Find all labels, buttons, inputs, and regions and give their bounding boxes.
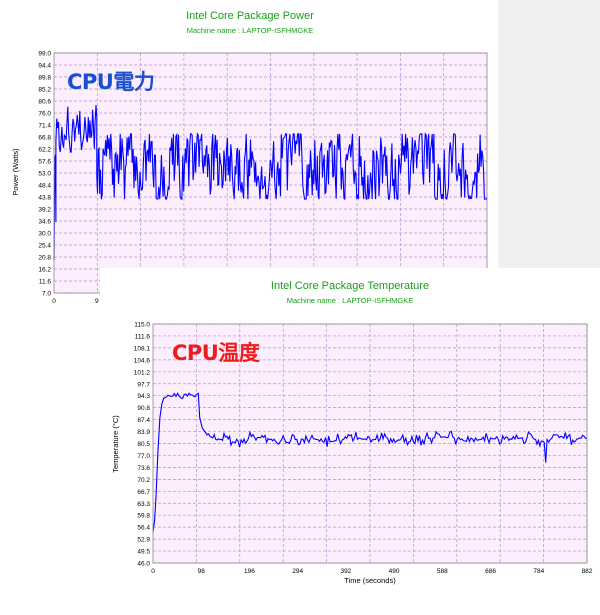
y-tick-label: 71.4 bbox=[38, 123, 51, 130]
y-tick-label: 73.6 bbox=[137, 465, 150, 472]
y-tick-label: 76.0 bbox=[38, 111, 51, 118]
temperature-overlay-label: CPU温度 bbox=[172, 341, 260, 365]
power-overlay-label: CPU電力 bbox=[67, 70, 155, 94]
y-tick-label: 53.0 bbox=[38, 171, 51, 178]
background-strip bbox=[486, 0, 600, 268]
y-tick-label: 111.6 bbox=[135, 333, 151, 340]
power-series-line bbox=[53, 105, 488, 260]
y-tick-label: 87.4 bbox=[137, 417, 150, 424]
y-tick-label: 56.4 bbox=[137, 525, 150, 532]
temperature-chart-title: Intel Core Package Temperature bbox=[271, 280, 429, 292]
y-tick-label: 94.4 bbox=[38, 63, 51, 70]
y-tick-label: 49.5 bbox=[137, 549, 150, 556]
temperature-chart-panel: Intel Core Package Temperature Machine n… bbox=[100, 268, 600, 610]
temperature-x-axis-label: Time (seconds) bbox=[344, 576, 396, 585]
x-tick-label: 0 bbox=[151, 568, 155, 575]
temperature-series-line bbox=[152, 392, 587, 532]
y-tick-label: 104.6 bbox=[134, 357, 151, 364]
y-tick-label: 46.0 bbox=[137, 561, 150, 568]
y-tick-label: 25.4 bbox=[38, 243, 51, 250]
y-tick-label: 20.8 bbox=[38, 255, 51, 262]
y-tick-label: 99.0 bbox=[38, 51, 51, 58]
x-tick-label: 490 bbox=[389, 568, 400, 575]
y-tick-label: 70.2 bbox=[137, 477, 150, 484]
temperature-chart-subtitle: Machine name : LAPTOP-ISFHMGKE bbox=[287, 296, 414, 305]
power-chart-title: Intel Core Package Power bbox=[186, 10, 314, 22]
y-tick-label: 115.0 bbox=[134, 322, 150, 329]
y-tick-label: 89.8 bbox=[38, 75, 51, 82]
x-tick-label: 294 bbox=[292, 568, 303, 575]
temperature-x-tick-labels: 0 98 196 294 392 490 588 686 784 882 bbox=[151, 568, 593, 575]
y-tick-label: 66.7 bbox=[137, 489, 150, 496]
y-tick-label: 11.6 bbox=[39, 279, 52, 286]
x-tick-label: 686 bbox=[485, 568, 496, 575]
y-tick-label: 83.9 bbox=[137, 429, 150, 436]
y-tick-label: 63.3 bbox=[137, 501, 150, 508]
y-tick-label: 30.0 bbox=[38, 231, 51, 238]
power-y-axis-label: Power (Watts) bbox=[11, 148, 20, 196]
power-chart-panel: Intel Core Package Power Machine name : … bbox=[0, 0, 498, 333]
y-tick-label: 39.2 bbox=[38, 207, 51, 214]
x-tick-label: 9 bbox=[95, 298, 99, 305]
y-tick-label: 52.9 bbox=[137, 537, 150, 544]
y-tick-label: 59.8 bbox=[137, 513, 150, 520]
temperature-y-axis-label: Temperature (°C) bbox=[111, 415, 120, 473]
y-tick-label: 48.4 bbox=[38, 183, 51, 190]
x-tick-label: 882 bbox=[582, 568, 593, 575]
y-tick-label: 66.8 bbox=[38, 135, 51, 142]
power-y-tick-labels: 99.0 94.4 89.8 85.2 80.6 76.0 71.4 66.8 62.2 57.6… bbox=[38, 51, 51, 298]
y-tick-label: 90.8 bbox=[137, 405, 150, 412]
x-tick-label: 196 bbox=[244, 568, 255, 575]
y-tick-label: 94.3 bbox=[137, 393, 150, 400]
power-chart-subtitle: Machine name : LAPTOP-ISFHMGKE bbox=[187, 26, 314, 35]
temperature-plot-border bbox=[152, 323, 588, 564]
temperature-chart: Intel Core Package Temperature Machine n… bbox=[111, 280, 593, 585]
x-tick-label: 0 bbox=[52, 298, 56, 305]
y-tick-label: 16.2 bbox=[38, 267, 51, 274]
y-tick-label: 62.2 bbox=[38, 147, 51, 154]
x-tick-label: 392 bbox=[340, 568, 351, 575]
temperature-y-tick-labels: 115.0 111.6 108.1 104.6 101.2 97.7 94.3 90.8 87.… bbox=[134, 322, 151, 568]
x-tick-label: 784 bbox=[533, 568, 544, 575]
y-tick-label: 80.5 bbox=[137, 441, 150, 448]
y-tick-label: 80.6 bbox=[38, 99, 51, 106]
x-tick-label: 98 bbox=[198, 568, 206, 575]
y-tick-label: 57.6 bbox=[38, 159, 51, 166]
y-tick-label: 34.6 bbox=[38, 219, 51, 226]
power-chart: Intel Core Package Power Machine name : … bbox=[11, 10, 488, 305]
x-tick-label: 588 bbox=[437, 568, 448, 575]
y-tick-label: 85.2 bbox=[38, 87, 51, 94]
y-tick-label: 108.1 bbox=[134, 345, 151, 352]
y-tick-label: 43.8 bbox=[38, 195, 51, 202]
y-tick-label: 101.2 bbox=[134, 369, 151, 376]
y-tick-label: 7.0 bbox=[42, 291, 51, 298]
y-tick-label: 77.0 bbox=[137, 453, 150, 460]
y-tick-label: 97.7 bbox=[137, 381, 150, 388]
